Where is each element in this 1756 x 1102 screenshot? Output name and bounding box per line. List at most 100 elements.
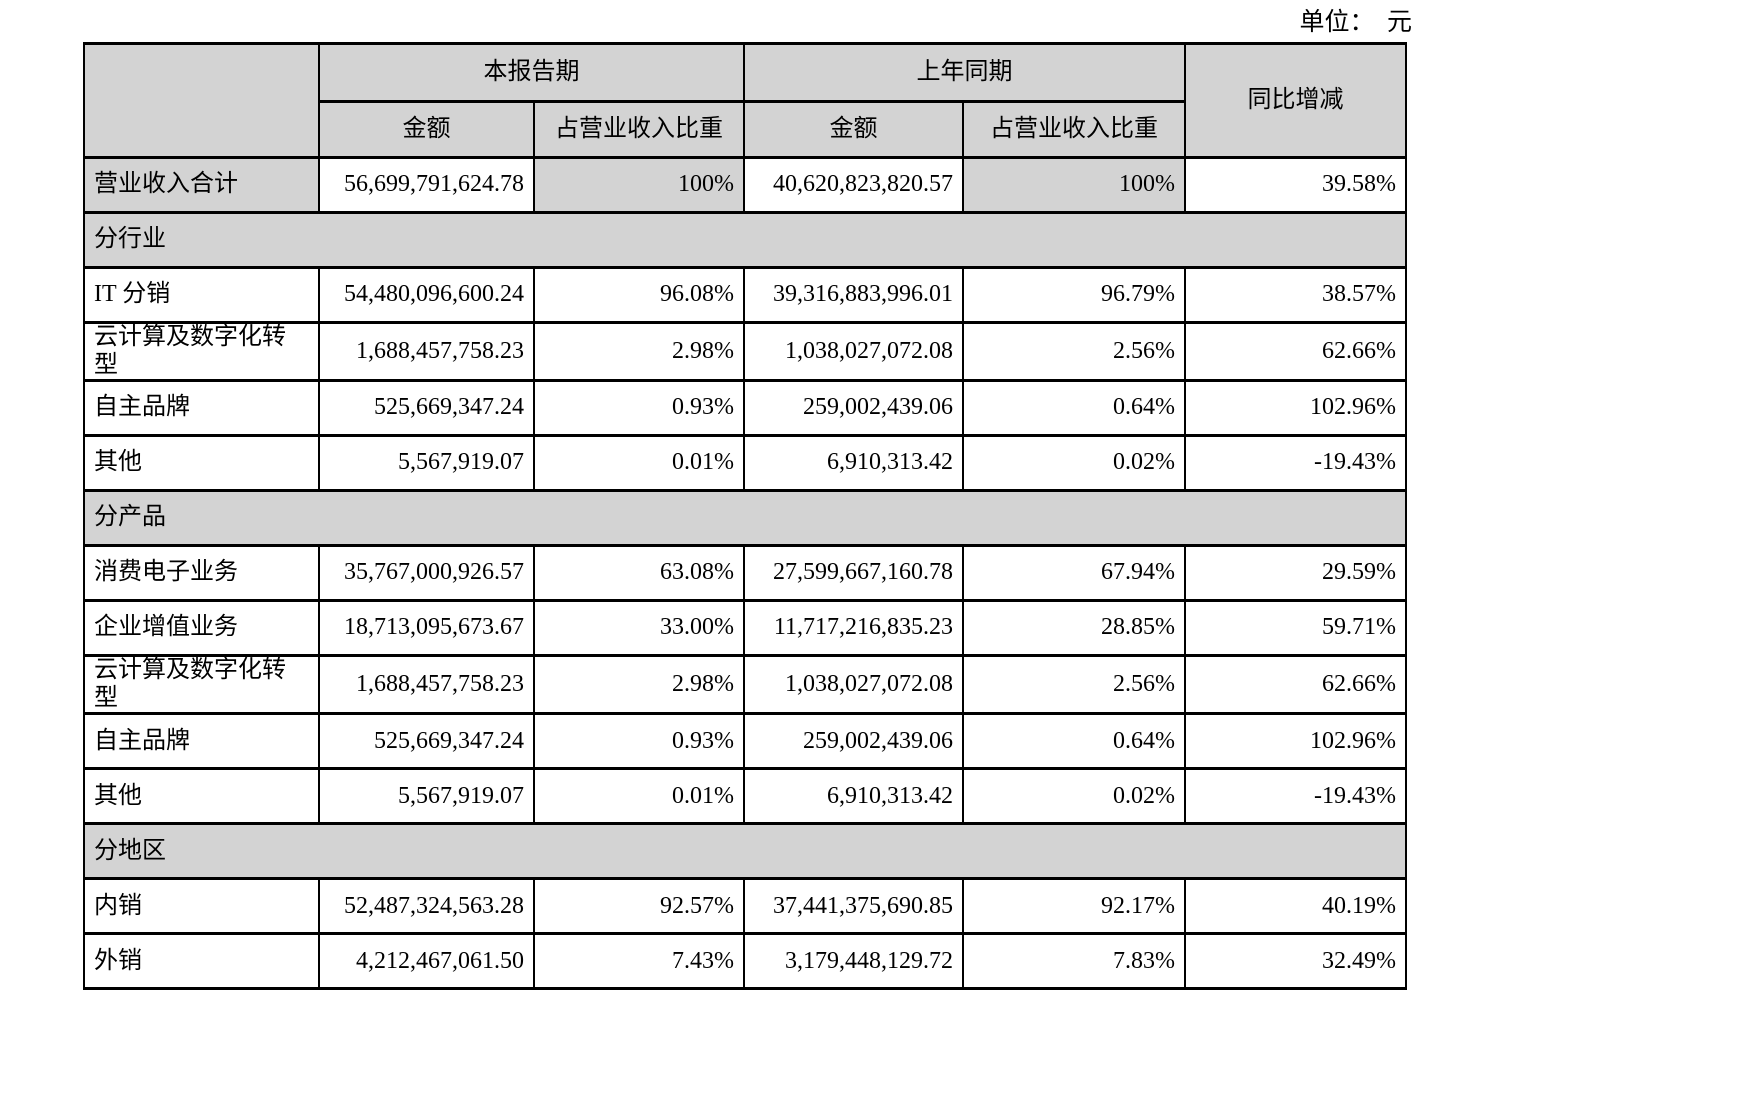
- section-label-cell: 分行业: [83, 211, 1407, 269]
- prior-amount-cell: 11,717,216,835.23: [743, 599, 964, 658]
- yoy-cell: -19.43%: [1184, 767, 1407, 826]
- prior-ratio-cell: 0.02%: [962, 434, 1186, 493]
- row-label-cell: 外销: [83, 932, 320, 991]
- current-ratio-cell: 0.93%: [533, 712, 745, 771]
- prior-amount-cell: 6,910,313.42: [743, 434, 964, 493]
- prior-amount-cell: 39,316,883,996.01: [743, 266, 964, 324]
- current-ratio-header: 占营业收入比重: [533, 100, 745, 159]
- yoy-header: 同比增减: [1184, 42, 1407, 159]
- current-ratio-cell: 63.08%: [533, 544, 745, 603]
- table-row: 其他 5,567,919.07 0.01% 6,910,313.42 0.02%…: [83, 434, 1407, 493]
- table-row: 云计算及数字化转型 1,688,457,758.23 2.98% 1,038,0…: [83, 320, 1407, 383]
- yoy-cell: 29.59%: [1184, 544, 1407, 603]
- current-amount-cell: 54,480,096,600.24: [318, 266, 535, 324]
- prior-ratio-cell: 0.02%: [962, 767, 1186, 826]
- table-row: 企业增值业务 18,713,095,673.67 33.00% 11,717,2…: [83, 599, 1407, 658]
- prior-ratio-cell: 2.56%: [962, 654, 1186, 716]
- prior-amount-cell: 1,038,027,072.08: [743, 654, 964, 716]
- table-row: 消费电子业务 35,767,000,926.57 63.08% 27,599,6…: [83, 544, 1407, 603]
- yoy-cell: 62.66%: [1184, 654, 1407, 716]
- row-label-cell: 自主品牌: [83, 379, 320, 438]
- current-amount-cell: 18,713,095,673.67: [318, 599, 535, 658]
- table-row: 云计算及数字化转型 1,688,457,758.23 2.98% 1,038,0…: [83, 654, 1407, 716]
- current-ratio-cell: 0.93%: [533, 379, 745, 438]
- table-row: 内销 52,487,324,563.28 92.57% 37,441,375,6…: [83, 877, 1407, 936]
- row-label-cell: 企业增值业务: [83, 599, 320, 658]
- row-label-cell: 其他: [83, 767, 320, 826]
- table-row: 自主品牌 525,669,347.24 0.93% 259,002,439.06…: [83, 712, 1407, 771]
- prior-amount-cell: 6,910,313.42: [743, 767, 964, 826]
- row-label-cell: 营业收入合计: [83, 156, 320, 214]
- current-amount-cell: 5,567,919.07: [318, 767, 535, 826]
- current-period-header: 本报告期: [318, 42, 745, 103]
- prior-ratio-cell: 28.85%: [962, 599, 1186, 658]
- prior-amount-cell: 259,002,439.06: [743, 712, 964, 771]
- current-amount-cell: 1,688,457,758.23: [318, 320, 535, 383]
- table-row-total: 营业收入合计 56,699,791,624.78 100% 40,620,823…: [83, 156, 1407, 214]
- prior-ratio-cell: 96.79%: [962, 266, 1186, 324]
- yoy-cell: 62.66%: [1184, 320, 1407, 383]
- current-ratio-cell: 33.00%: [533, 599, 745, 658]
- current-ratio-cell: 2.98%: [533, 654, 745, 716]
- prior-amount-cell: 259,002,439.06: [743, 379, 964, 438]
- current-ratio-cell: 0.01%: [533, 767, 745, 826]
- prior-amount-cell: 37,441,375,690.85: [743, 877, 964, 936]
- yoy-cell: 102.96%: [1184, 712, 1407, 771]
- current-ratio-cell: 7.43%: [533, 932, 745, 991]
- section-row-industry: 分行业: [83, 211, 1407, 269]
- prior-amount-cell: 3,179,448,129.72: [743, 932, 964, 991]
- yoy-cell: 59.71%: [1184, 599, 1407, 658]
- current-amount-cell: 52,487,324,563.28: [318, 877, 535, 936]
- table-row: 自主品牌 525,669,347.24 0.93% 259,002,439.06…: [83, 379, 1407, 438]
- current-amount-cell: 525,669,347.24: [318, 379, 535, 438]
- yoy-cell: 102.96%: [1184, 379, 1407, 438]
- current-amount-cell: 4,212,467,061.50: [318, 932, 535, 991]
- prior-ratio-header: 占营业收入比重: [962, 100, 1186, 159]
- yoy-cell: 32.49%: [1184, 932, 1407, 991]
- prior-ratio-cell: 7.83%: [962, 932, 1186, 991]
- section-label-cell: 分产品: [83, 489, 1407, 548]
- prior-amount-header: 金额: [743, 100, 964, 159]
- current-amount-cell: 56,699,791,624.78: [318, 156, 535, 214]
- prior-ratio-cell: 2.56%: [962, 320, 1186, 383]
- row-label-cell: 消费电子业务: [83, 544, 320, 603]
- prior-amount-cell: 27,599,667,160.78: [743, 544, 964, 603]
- yoy-cell: 38.57%: [1184, 266, 1407, 324]
- yoy-cell: 40.19%: [1184, 877, 1407, 936]
- current-amount-cell: 1,688,457,758.23: [318, 654, 535, 716]
- row-label-cell: 云计算及数字化转型: [83, 320, 320, 383]
- unit-label: 单位： 元: [1299, 9, 1412, 36]
- current-amount-header: 金额: [318, 100, 535, 159]
- current-amount-cell: 5,567,919.07: [318, 434, 535, 493]
- current-ratio-cell: 2.98%: [533, 320, 745, 383]
- prior-amount-cell: 1,038,027,072.08: [743, 320, 964, 383]
- header-row-periods: 本报告期 上年同期 同比增减: [83, 42, 1407, 159]
- row-label-cell: 云计算及数字化转型: [83, 654, 320, 716]
- section-row-product: 分产品: [83, 489, 1407, 548]
- table-row: IT 分销 54,480,096,600.24 96.08% 39,316,88…: [83, 266, 1407, 324]
- prior-amount-cell: 40,620,823,820.57: [743, 156, 964, 214]
- section-row-region: 分地区: [83, 822, 1407, 881]
- current-ratio-cell: 100%: [533, 156, 745, 214]
- corner-cell: [83, 42, 320, 159]
- table-row: 外销 4,212,467,061.50 7.43% 3,179,448,129.…: [83, 932, 1407, 991]
- current-amount-cell: 525,669,347.24: [318, 712, 535, 771]
- prior-ratio-cell: 92.17%: [962, 877, 1186, 936]
- yoy-cell: -19.43%: [1184, 434, 1407, 493]
- prior-ratio-cell: 0.64%: [962, 379, 1186, 438]
- section-label-cell: 分地区: [83, 822, 1407, 881]
- header-row-measures: 金额 占营业收入比重 金额 占营业收入比重: [84, 100, 1406, 159]
- current-ratio-cell: 0.01%: [533, 434, 745, 493]
- prior-period-header: 上年同期: [743, 42, 1186, 103]
- prior-ratio-cell: 0.64%: [962, 712, 1186, 771]
- prior-ratio-cell: 100%: [962, 156, 1186, 214]
- yoy-cell: 39.58%: [1184, 156, 1407, 214]
- row-label-cell: 内销: [83, 877, 320, 936]
- row-label-cell: IT 分销: [83, 266, 320, 324]
- row-label-cell: 其他: [83, 434, 320, 493]
- revenue-breakdown-table: 本报告期 上年同期 同比增减 金额 占营业收入比重 金额 占营业收入比重 营业收…: [83, 42, 1407, 991]
- table-row: 其他 5,567,919.07 0.01% 6,910,313.42 0.02%…: [83, 767, 1407, 826]
- row-label-cell: 自主品牌: [83, 712, 320, 771]
- current-ratio-cell: 96.08%: [533, 266, 745, 324]
